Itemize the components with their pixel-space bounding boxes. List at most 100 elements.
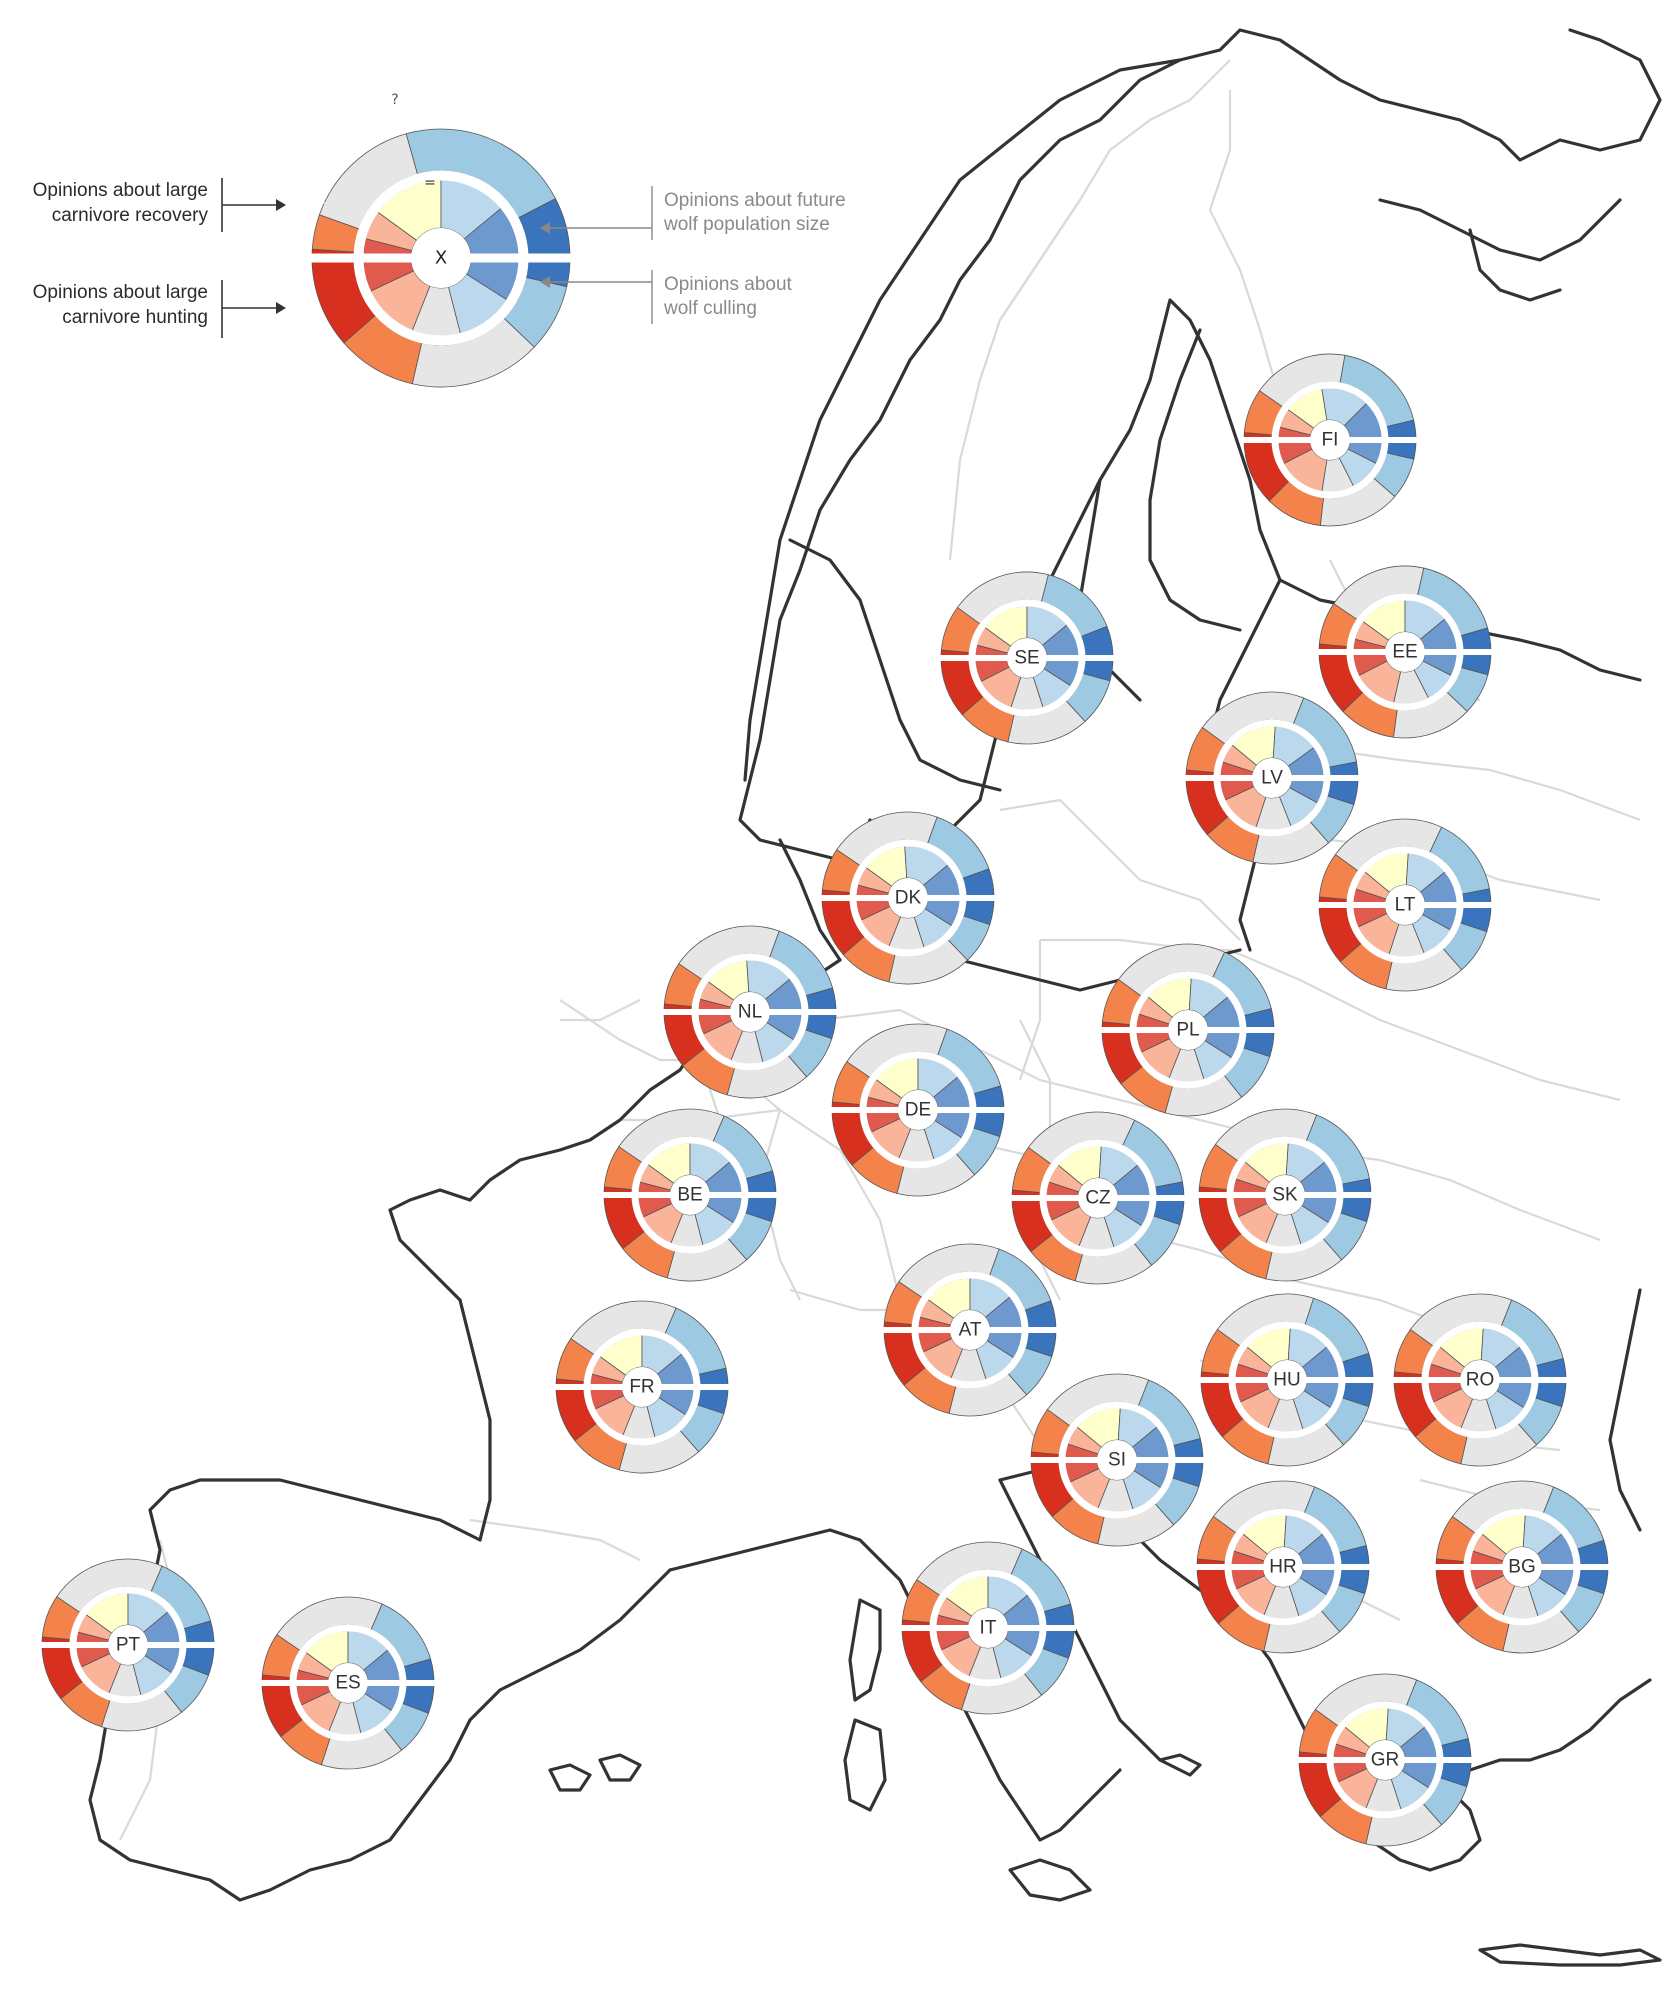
donut-hole (1252, 758, 1292, 798)
country-code-label: DE (905, 1100, 931, 1121)
donut-hole (1263, 1547, 1303, 1587)
donut-hole (1460, 1360, 1500, 1400)
donut-ring-gap (859, 1051, 977, 1169)
donut-ring-gap (1421, 1321, 1539, 1439)
donut-ring-gap (1326, 1701, 1444, 1819)
donut-lv: LV (1184, 691, 1360, 865)
legend-donut (310, 128, 572, 388)
donut-ring-gap (929, 1569, 1047, 1687)
donut-hole (1365, 1740, 1405, 1780)
donut-ro: RO (1392, 1293, 1568, 1467)
donut-hole (622, 1367, 662, 1407)
country-code-label: HU (1273, 1370, 1300, 1391)
legend-sym-equal: = (424, 175, 436, 191)
donut-pl: PL (1100, 943, 1276, 1117)
donut-lt: LT (1317, 818, 1493, 992)
donut-ring-gap (1039, 1139, 1157, 1257)
legend-sym-negative: − (314, 162, 326, 178)
country-code-label: BE (677, 1185, 702, 1206)
country-code-label: DK (895, 888, 922, 909)
country-code-label: FR (629, 1377, 654, 1398)
donut-hole (108, 1625, 148, 1665)
donut-ring-gap (631, 1136, 749, 1254)
country-code-label: ES (335, 1673, 360, 1694)
legend-symbol-negative: − (314, 162, 326, 178)
country-code-label: CZ (1085, 1188, 1111, 1209)
donut-ring-gap (911, 1271, 1029, 1389)
donut-ring-gap (1213, 719, 1331, 837)
country-code-label: LV (1261, 768, 1283, 789)
country-code-label: IT (980, 1618, 997, 1639)
donut-ring-gap (1346, 593, 1464, 711)
donut-dk: DK (820, 811, 996, 985)
donut-it: IT (900, 1541, 1076, 1715)
legend-leader-recovery (221, 178, 283, 232)
legend-donut-chart (310, 128, 572, 388)
donut-be: BE (602, 1108, 778, 1282)
legend-arrow-culling (540, 276, 550, 288)
donut-hole (328, 1663, 368, 1703)
legend-note-recovery-line1: Opinions about large (33, 180, 208, 201)
country-code-label: NL (738, 1002, 762, 1023)
donut-si: SI (1029, 1373, 1205, 1547)
legend-arrow-hunting (276, 302, 286, 314)
donut-de: DE (830, 1023, 1006, 1197)
legend-leader-culling (543, 270, 653, 324)
legend-sym-strongly-positive: ++ (556, 182, 579, 198)
legend-note-hunting-line1: Opinions about large (33, 282, 208, 303)
legend-note-recovery-line2: carnivore recovery (52, 205, 209, 226)
legend-note-culling-line1: Opinions about (664, 274, 793, 295)
country-code-label: FI (1322, 430, 1339, 451)
donut-ring-gap (1058, 1401, 1176, 1519)
donut-hole (411, 228, 471, 288)
legend-note-population-line1: Opinions about future (664, 190, 846, 211)
donut-hole (1007, 638, 1047, 678)
legend-sym-positive: + (522, 112, 534, 128)
legend-sym-unknown: ? (391, 92, 398, 108)
donut-hole (1385, 632, 1425, 672)
donut-ring-gap (69, 1586, 187, 1704)
country-code-label: BG (1508, 1557, 1535, 1578)
donut-hole (1078, 1178, 1118, 1218)
donut-pt: PT (40, 1558, 216, 1732)
country-code-label: AT (959, 1320, 982, 1341)
donut-ring-gap (1228, 1321, 1346, 1439)
legend-symbol-strongly-positive: ++ (556, 182, 579, 198)
donut-hole (1502, 1547, 1542, 1587)
donut-fr: FR (554, 1300, 730, 1474)
legend-center-label: X (435, 248, 447, 269)
country-code-label: RO (1466, 1370, 1495, 1391)
country-code-label: SE (1014, 648, 1039, 669)
donut-at: AT (882, 1243, 1058, 1417)
country-code-label: HR (1269, 1557, 1296, 1578)
donut-sk: SK (1197, 1108, 1373, 1282)
donut-hole (950, 1310, 990, 1350)
donut-nl: NL (662, 925, 838, 1099)
donut-ring-gap (1463, 1508, 1581, 1626)
donut-ring-gap (849, 839, 967, 957)
legend-leader-population (543, 186, 653, 240)
donut-hole (1168, 1010, 1208, 1050)
legend-note-hunting-line2: carnivore hunting (62, 307, 208, 328)
legend-note-culling-line2: wolf culling (663, 298, 757, 319)
country-code-label: SK (1272, 1185, 1298, 1206)
donut-es: ES (260, 1596, 436, 1770)
donut-hole (730, 992, 770, 1032)
legend-symbol-equal: = (424, 175, 436, 191)
donut-hr: HR (1195, 1480, 1371, 1654)
legend-leader-hunting (221, 280, 283, 338)
donut-hole (1267, 1360, 1307, 1400)
legend-arrow-recovery (276, 199, 286, 211)
donut-ring-gap (1224, 1508, 1342, 1626)
country-code-label: EE (1392, 642, 1417, 663)
donut-ring-gap (968, 599, 1086, 717)
legend-sym-strongly-negative: —— (298, 195, 326, 211)
donut-ee: EE (1317, 565, 1493, 739)
donut-ring-gap (691, 953, 809, 1071)
donut-ring-gap (583, 1328, 701, 1446)
donut-gr: GR (1297, 1673, 1473, 1847)
donut-ring-gap (1271, 381, 1389, 499)
donut-hu: HU (1199, 1293, 1375, 1467)
